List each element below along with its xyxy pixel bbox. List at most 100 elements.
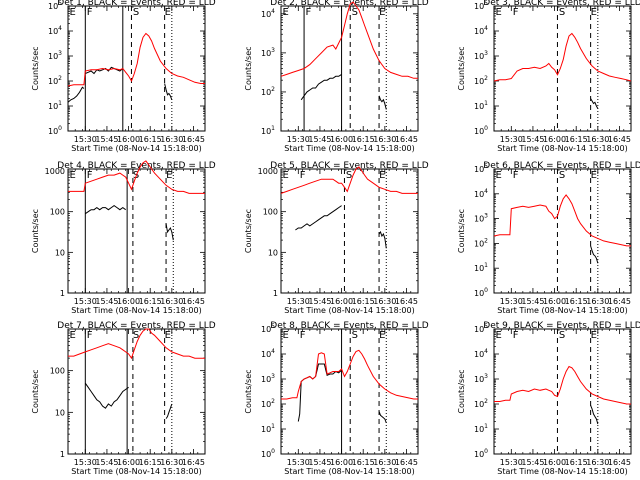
- y-tick-base: 10: [261, 127, 271, 136]
- y-tick-base: 10: [261, 450, 271, 459]
- series-events-line: [164, 83, 173, 100]
- x-axis-label: Start Time (08-Nov-14 15:18:00): [284, 144, 414, 153]
- y-tick-label: 101: [48, 100, 62, 111]
- interval-marker-label: S: [133, 7, 139, 18]
- x-tick-label: 15:45: [521, 135, 544, 144]
- y-tick-base: 10: [474, 52, 484, 61]
- x-tick-label: 16:00: [117, 297, 140, 306]
- interval-marker-label: E: [69, 7, 75, 18]
- interval-marker-label: E: [69, 170, 75, 181]
- y-tick-base: 10: [48, 102, 58, 111]
- series-lld-line: [494, 365, 631, 405]
- y-tick-label: 104: [48, 25, 62, 36]
- y-tick-exponent: 4: [484, 25, 488, 32]
- x-tick-label: 16:15: [352, 458, 375, 467]
- x-axis-label: Start Time (08-Nov-14 15:18:00): [71, 144, 201, 153]
- y-tick-base: 10: [474, 264, 484, 273]
- y-tick-base: 10: [474, 165, 484, 174]
- y-tick-exponent: 4: [484, 348, 488, 355]
- plot-frame: [67, 328, 206, 455]
- y-tick-label: 1000: [45, 167, 65, 176]
- series-events-line: [590, 245, 599, 264]
- y-tick-base: 10: [474, 102, 484, 111]
- x-tick-label: 16:45: [182, 135, 205, 144]
- y-tick-label: 10: [268, 248, 278, 257]
- chart-panel-8: Det 8, BLACK = Events, RED = LLD10010110…: [244, 321, 429, 476]
- x-tick-label: 15:30: [287, 135, 310, 144]
- y-tick-label: 100: [50, 367, 65, 376]
- x-tick-label: 16:45: [608, 297, 631, 306]
- x-tick-label: 16:45: [182, 458, 205, 467]
- y-tick-exponent: 2: [271, 86, 275, 93]
- interval-marker-label: F: [300, 170, 306, 181]
- y-tick-label: 1000: [258, 167, 278, 176]
- series-lld-line: [68, 160, 205, 194]
- y-tick-label: 101: [261, 125, 275, 136]
- interval-marker-label: E: [166, 170, 172, 181]
- y-tick-label: 105: [48, 0, 62, 11]
- interval-marker-label: E: [591, 330, 597, 341]
- x-tick-label: 16:00: [543, 297, 566, 306]
- y-tick-label: 102: [261, 86, 275, 97]
- y-tick-label: 100: [474, 448, 488, 459]
- x-tick-label: 16:45: [608, 135, 631, 144]
- y-tick-base: 10: [474, 190, 484, 199]
- series-events-line: [85, 204, 126, 215]
- x-tick-label: 16:45: [608, 458, 631, 467]
- y-tick-exponent: 2: [58, 75, 62, 82]
- x-tick-label: 16:15: [352, 135, 375, 144]
- x-tick-label: 15:30: [74, 297, 97, 306]
- x-axis-label: Start Time (08-Nov-14 15:18:00): [284, 306, 414, 315]
- y-tick-base: 10: [48, 2, 58, 11]
- chart-title: Det 9, BLACK = Events, RED = LLD: [483, 321, 640, 331]
- x-tick-label: 16:00: [543, 135, 566, 144]
- y-tick-base: 10: [474, 127, 484, 136]
- x-tick-label: 15:45: [308, 135, 331, 144]
- y-tick-base: 10: [261, 325, 271, 334]
- y-tick-exponent: 5: [484, 163, 488, 170]
- chart-title: Det 7, BLACK = Events, RED = LLD: [57, 321, 216, 331]
- y-axis-label: Counts/sec: [244, 369, 253, 413]
- chart-panel-2: Det 2, BLACK = Events, RED = LLD10110210…: [244, 0, 429, 153]
- y-tick-label: 102: [261, 398, 275, 409]
- series-events-line: [84, 382, 129, 409]
- y-tick-label: 105: [474, 0, 488, 11]
- y-tick-base: 10: [261, 375, 271, 384]
- y-tick-exponent: 3: [484, 50, 488, 57]
- y-tick-base: 10: [48, 52, 58, 61]
- x-tick-label: 16:15: [139, 297, 162, 306]
- x-tick-label: 16:00: [543, 458, 566, 467]
- y-tick-base: 10: [474, 2, 484, 11]
- y-tick-exponent: 4: [58, 25, 62, 32]
- interval-marker-label: E: [591, 170, 597, 181]
- y-tick-label: 10: [55, 408, 65, 417]
- y-axis-label: Counts/sec: [244, 209, 253, 253]
- series-events-line: [67, 86, 85, 103]
- x-tick-label: 15:30: [287, 297, 310, 306]
- y-tick-label: 103: [474, 373, 488, 384]
- series-events-line: [165, 223, 174, 241]
- interval-marker-label: F: [513, 330, 519, 341]
- y-tick-base: 10: [48, 77, 58, 86]
- x-tick-label: 16:30: [586, 297, 609, 306]
- x-tick-label: 16:15: [565, 135, 588, 144]
- y-tick-base: 10: [261, 49, 271, 58]
- interval-marker-label: E: [379, 330, 385, 341]
- y-tick-label: 100: [261, 448, 275, 459]
- interval-marker-label: E: [282, 170, 288, 181]
- y-tick-exponent: 1: [271, 423, 275, 430]
- series-lld-line: [280, 166, 418, 194]
- series-events-line: [297, 363, 342, 422]
- x-tick-label: 16:00: [330, 297, 353, 306]
- x-tick-label: 16:45: [395, 297, 418, 306]
- y-tick-exponent: 5: [484, 0, 488, 7]
- y-tick-base: 10: [48, 27, 58, 36]
- plot-frame: [493, 168, 632, 294]
- x-tick-label: 16:15: [139, 135, 162, 144]
- x-tick-label: 15:45: [95, 458, 118, 467]
- x-axis-label: Start Time (08-Nov-14 15:18:00): [497, 467, 627, 476]
- y-tick-label: 103: [474, 213, 488, 224]
- y-tick-exponent: 3: [484, 373, 488, 380]
- y-tick-base: 10: [474, 425, 484, 434]
- plot-frame: [67, 5, 206, 132]
